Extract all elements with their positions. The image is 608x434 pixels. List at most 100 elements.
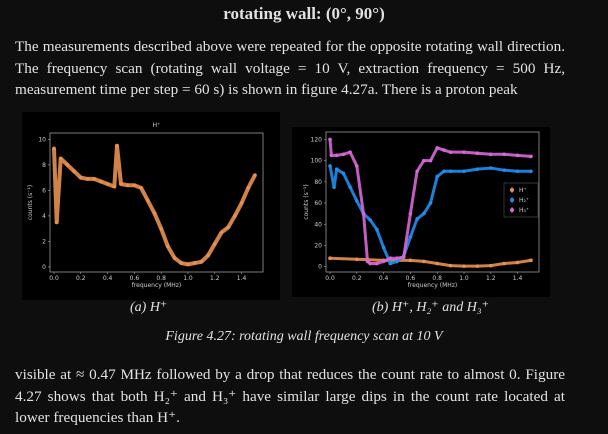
data-point [253, 173, 257, 177]
data-point [529, 169, 533, 174]
data-point [462, 150, 466, 154]
data-point [125, 183, 130, 188]
data-point [462, 169, 466, 174]
data-point [421, 259, 426, 264]
data-point [348, 185, 352, 189]
data-point [105, 182, 110, 186]
paragraph-bottom: visible at ≈ 0.47 MHz followed by a drop… [15, 366, 565, 426]
data-point [92, 177, 97, 181]
data-point [72, 169, 76, 174]
y-tick-label: 10 [38, 136, 46, 143]
data-point [115, 143, 119, 148]
legend-label: H₃⁺ [519, 207, 529, 214]
data-point [192, 261, 197, 265]
data-point [475, 264, 480, 268]
data-point [332, 185, 336, 189]
data-point [145, 198, 150, 203]
data-point [328, 137, 332, 142]
data-point [212, 242, 217, 246]
data-point [65, 163, 70, 167]
y-axis-label: counts (s⁻¹) [303, 184, 310, 219]
x-tick-label: 0.8 [432, 275, 442, 282]
x-tick-label: 0.6 [130, 275, 140, 282]
data-point [529, 258, 533, 263]
data-point [52, 146, 56, 151]
y-tick-label: 20 [314, 242, 322, 249]
data-point [348, 150, 352, 154]
data-point [328, 256, 332, 261]
x-tick-label: 0.2 [352, 275, 362, 282]
data-point [428, 201, 433, 205]
subcaption-b: (b) H⁺, H₂⁺ and H₃⁺ [372, 300, 490, 315]
data-point [515, 260, 520, 265]
x-tick-label: 0.6 [406, 275, 416, 282]
x-tick-label: 1.2 [486, 275, 496, 282]
x-tick-label: 0.4 [379, 275, 389, 282]
chart-a: 0.0 0.2 0.4 0.6 0.8 1.0 1.2 1.4 0 2 4 6 8 10 frequency… [22, 112, 280, 300]
data-point [388, 261, 393, 266]
data-point [355, 164, 359, 168]
data-point [435, 146, 439, 150]
data-point [233, 214, 237, 218]
section-title: rotating wall: (0°, 90°) [223, 4, 385, 23]
plot-frame [325, 131, 540, 273]
data-point [395, 256, 399, 261]
data-point [334, 153, 339, 158]
y-tick-label: 8 [42, 162, 46, 169]
data-point [502, 261, 506, 266]
data-point [421, 211, 426, 216]
data-point [355, 199, 359, 203]
y-tick-label: 4 [42, 213, 46, 220]
data-point [152, 211, 157, 216]
data-point [199, 259, 204, 264]
data-point [408, 211, 413, 216]
data-point [246, 186, 251, 190]
data-point [502, 152, 506, 157]
plot-frame [49, 132, 264, 273]
y-tick-label: 40 [314, 221, 322, 228]
data-point [488, 166, 493, 170]
data-point [448, 150, 453, 154]
data-point [112, 184, 117, 189]
subcaption-a: (a) H⁺ [130, 300, 168, 315]
x-axis-label: frequency (MHz) [408, 282, 458, 289]
chart-title: H⁺ [153, 122, 161, 129]
data-point [515, 153, 520, 158]
x-tick-label: 0.0 [49, 275, 59, 282]
data-point [172, 256, 177, 260]
data-point [435, 174, 439, 179]
data-point [401, 255, 406, 259]
data-point [328, 164, 332, 168]
legend: H⁺ H₂⁺ H₃⁺ [503, 182, 539, 218]
data-point [428, 158, 433, 163]
data-point [226, 225, 230, 230]
data-point [475, 151, 480, 156]
data-point [442, 148, 446, 152]
data-point [206, 253, 210, 258]
data-point [79, 175, 83, 180]
data-point [334, 167, 339, 171]
y-tick-label: 0 [42, 264, 46, 271]
paragraph-top: The measurements described above were re… [15, 38, 565, 98]
data-point [341, 152, 346, 157]
figure-caption: Figure 4.27: rotating wall frequency sca… [165, 329, 443, 344]
data-point [132, 183, 137, 188]
data-point [421, 158, 426, 163]
data-point [54, 220, 59, 225]
data-point [408, 258, 413, 263]
data-point [529, 154, 533, 159]
data-point [502, 168, 506, 172]
data-point [166, 244, 170, 249]
x-tick-label: 0.8 [156, 275, 166, 282]
data-point [475, 167, 480, 171]
data-point [515, 169, 520, 174]
y-tick-label: 100 [311, 158, 323, 165]
data-point [381, 259, 386, 264]
data-point [381, 245, 386, 250]
data-point [119, 182, 123, 186]
data-point [442, 169, 446, 174]
data-point [355, 257, 359, 262]
data-point [365, 259, 370, 264]
data-point [415, 217, 419, 221]
